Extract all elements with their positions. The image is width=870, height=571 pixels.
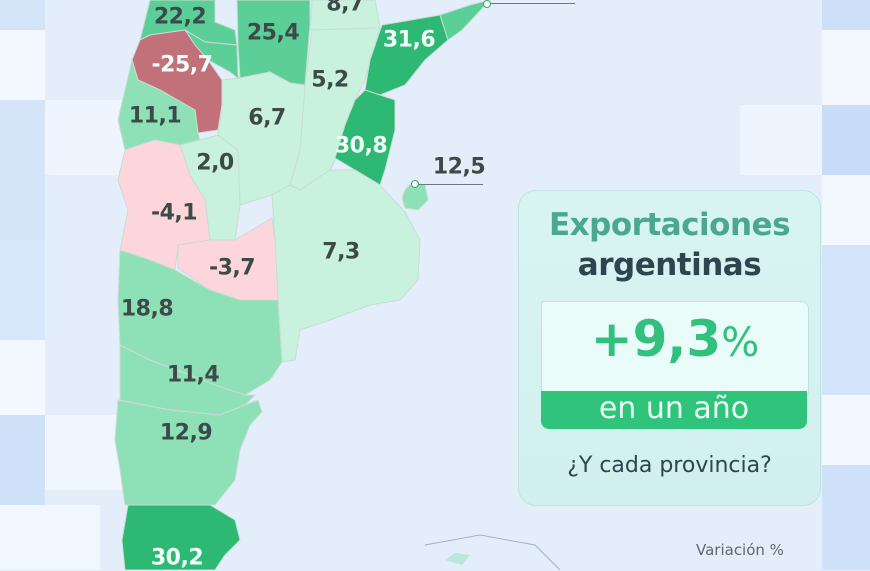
value-label-chaco: 25,4	[246, 20, 300, 46]
stat-unit: %	[721, 320, 760, 366]
province-misiones	[439, 0, 491, 41]
province-santacruz	[121, 504, 241, 570]
antarctica-islands	[445, 553, 470, 565]
value-label-buenosaires: 7,3	[322, 239, 360, 265]
legend-label: Variación %	[696, 541, 784, 559]
province-buenosaires	[271, 169, 421, 363]
value-label-neuquen: 18,8	[120, 296, 174, 322]
value-label-sanluis: -3,7	[208, 255, 256, 281]
card-title-line2: argentinas	[577, 247, 762, 283]
value-label-sanjuan: -4,1	[150, 200, 198, 226]
stat-number: +9,3	[590, 310, 722, 368]
value-label-santacruz: 30,2	[150, 545, 204, 571]
value-label-santafe: 5,2	[311, 67, 349, 93]
province-chubut	[114, 399, 263, 506]
callout-line-caba	[415, 184, 483, 185]
value-label-entrerios: 30,8	[334, 133, 388, 159]
stat-box: +9,3%	[541, 301, 809, 399]
value-label-salta: -25,7	[151, 52, 213, 78]
callout-line-misiones	[487, 3, 575, 4]
value-label-formosa: 8,7	[326, 0, 364, 17]
stat-value: +9,3%	[542, 310, 808, 368]
value-label-santiago: 6,7	[248, 105, 286, 131]
antarctica-outline	[424, 534, 561, 570]
card-question: ¿Y cada provincia?	[567, 453, 772, 478]
value-label-corrientes: 31,6	[382, 27, 436, 53]
stat-subtitle: en un año	[541, 391, 807, 429]
callout-dot-misiones	[483, 0, 491, 8]
value-label-rionegro: 11,4	[166, 362, 220, 388]
value-label-jujuy: 22,2	[153, 4, 207, 30]
callout-dot-caba	[411, 180, 419, 188]
value-label-larioja: 2,0	[196, 150, 234, 176]
value-label-chubut: 12,9	[159, 420, 213, 446]
value-label-catamarca: 11,1	[128, 103, 182, 129]
card-title-line1: Exportaciones	[548, 207, 791, 243]
value-label-caba: 12,5	[432, 154, 486, 180]
summary-card: Exportaciones argentinas +9,3% en un año…	[518, 190, 821, 506]
